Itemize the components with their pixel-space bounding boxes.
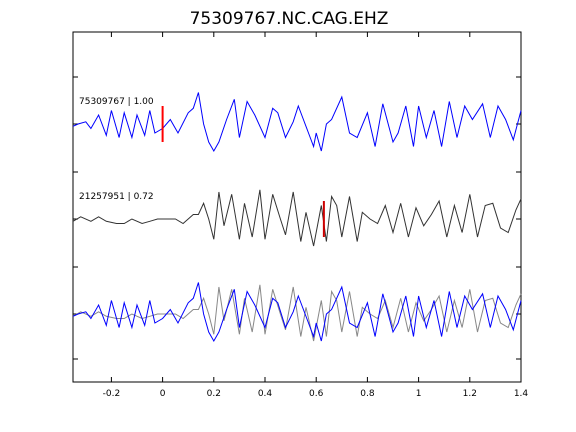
x-tick-label: 0	[160, 389, 166, 399]
chart-title: 75309767.NC.CAG.EHZ	[190, 9, 389, 29]
plot-frame	[72, 31, 522, 383]
trace-label: 21257951 | 0.72	[79, 192, 154, 202]
pick-markers	[161, 106, 325, 237]
overlay-trace-blue	[72, 282, 522, 343]
x-axis-ticks: -0.2 0 0.2 0.4 0.6 0.8 1 1.2 1.4	[103, 32, 529, 399]
traces	[72, 92, 522, 247]
x-tick-label: 0.8	[360, 389, 375, 399]
overlay-traces	[72, 282, 522, 343]
x-tick-label: 0.4	[258, 389, 273, 399]
trace-label: 75309767 | 1.00	[79, 97, 154, 107]
y-axis-ticks	[73, 76, 521, 360]
x-tick-label: -0.2	[103, 389, 121, 399]
trace-line	[72, 92, 522, 153]
x-tick-label: 1.4	[514, 389, 529, 399]
trace-line	[72, 189, 522, 247]
x-tick-label: 1.2	[463, 389, 477, 399]
trace-labels: 75309767 | 1.00 21257951 | 0.72	[79, 97, 154, 202]
x-tick-label: 0.6	[309, 389, 324, 399]
x-tick-label: 0.2	[207, 389, 221, 399]
x-tick-label: 1	[416, 389, 422, 399]
